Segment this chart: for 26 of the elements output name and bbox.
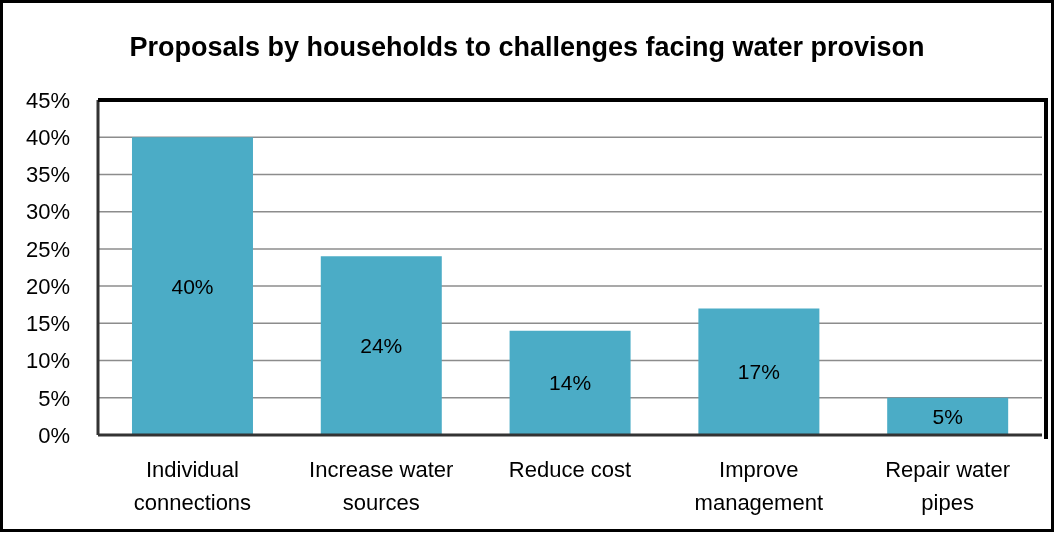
data-label: 14% xyxy=(549,371,592,395)
y-tick-label: 5% xyxy=(38,385,70,411)
x-tick-label: Improve management xyxy=(694,456,824,515)
y-tick-label: 10% xyxy=(25,348,70,374)
y-tick-label: 0% xyxy=(38,422,70,448)
y-tick-label: 20% xyxy=(25,273,70,299)
bar xyxy=(509,330,631,435)
x-tick-label: Repair water pipes xyxy=(885,456,1010,515)
bar xyxy=(320,256,442,435)
data-label: 17% xyxy=(737,360,780,384)
y-tick-label: 25% xyxy=(25,236,70,262)
data-label: 5% xyxy=(932,404,963,428)
data-label: 40% xyxy=(171,274,214,298)
y-tick-label: 45% xyxy=(25,87,70,113)
y-tick-label: 30% xyxy=(25,199,70,225)
data-label: 24% xyxy=(360,334,403,358)
bar xyxy=(698,308,820,435)
y-tick-label: 35% xyxy=(25,162,70,188)
x-tick-label: Increase water sources xyxy=(309,456,454,515)
bar xyxy=(131,137,253,435)
chart-title: Proposals by households to challenges facing water provison xyxy=(128,32,926,63)
x-tick-label: Reduce cost xyxy=(508,456,632,482)
bar xyxy=(887,397,1009,435)
y-tick-label: 40% xyxy=(25,125,70,151)
y-tick-label: 15% xyxy=(25,311,70,337)
x-tick-label: Individual connections xyxy=(133,456,252,515)
